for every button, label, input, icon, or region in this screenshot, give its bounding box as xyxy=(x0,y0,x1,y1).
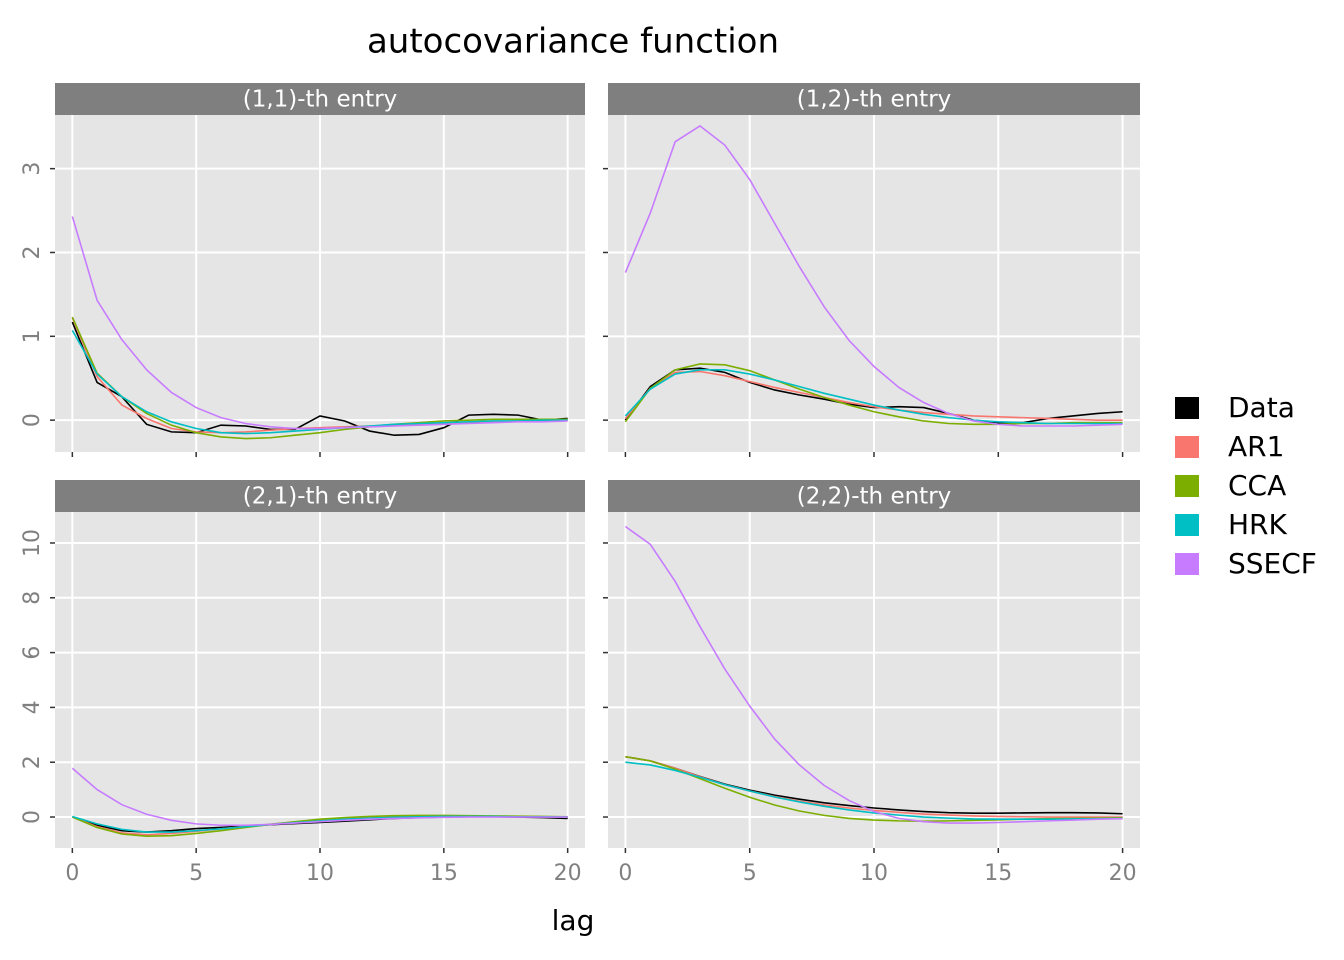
legend-key xyxy=(1175,514,1199,536)
series-line xyxy=(71,767,568,827)
series-line xyxy=(624,124,1123,427)
legend-key xyxy=(1175,475,1199,497)
y-tick-label: 8 xyxy=(20,591,45,605)
x-tick-label: 15 xyxy=(984,861,1012,886)
legend-label: SSECF xyxy=(1228,547,1317,580)
series-line xyxy=(624,525,1123,824)
series-line xyxy=(71,317,568,434)
series-line xyxy=(625,761,1123,821)
series-line xyxy=(71,316,568,440)
legend-key xyxy=(1175,397,1199,419)
legend-key xyxy=(1175,553,1199,575)
x-tick-label: 5 xyxy=(189,861,203,886)
x-tick-label: 10 xyxy=(860,861,888,886)
x-tick-label: 10 xyxy=(306,861,334,886)
x-tick-label: 0 xyxy=(618,861,632,886)
x-tick-label: 5 xyxy=(743,861,757,886)
y-tick-label: 4 xyxy=(20,700,45,714)
strip xyxy=(608,83,1140,115)
x-axis-label: lag xyxy=(552,904,595,937)
y-tick-label: 2 xyxy=(20,245,45,259)
y-tick-label: 10 xyxy=(20,529,45,557)
series-line xyxy=(71,321,568,437)
series-line xyxy=(624,369,1123,425)
y-tick-label: 6 xyxy=(20,646,45,660)
x-tick-label: 20 xyxy=(1109,861,1137,886)
legend-label: CCA xyxy=(1228,469,1286,502)
series-line xyxy=(71,216,568,430)
legend-key xyxy=(1175,436,1199,458)
y-tick-label: 1 xyxy=(20,329,45,343)
x-tick-label: 20 xyxy=(554,861,582,886)
strip xyxy=(55,83,585,115)
series-line xyxy=(71,330,568,435)
legend-label: Data xyxy=(1228,391,1295,424)
y-tick-label: 2 xyxy=(20,755,45,769)
x-tick-label: 15 xyxy=(430,861,458,886)
strip-title: (1,1)-th entry xyxy=(243,87,398,113)
strip-title: (2,2)-th entry xyxy=(797,484,952,510)
x-tick-label: 0 xyxy=(65,861,79,886)
y-tick-label: 0 xyxy=(20,810,45,824)
strip xyxy=(608,480,1140,512)
strip-title: (1,2)-th entry xyxy=(797,87,952,113)
series-line xyxy=(624,370,1123,421)
y-tick-label: 3 xyxy=(20,162,45,176)
legend-label: AR1 xyxy=(1228,430,1284,463)
strip xyxy=(55,480,585,512)
chart-title: autocovariance function xyxy=(367,22,779,62)
strip-title: (2,1)-th entry xyxy=(243,484,398,510)
y-tick-label: 0 xyxy=(20,413,45,427)
legend-label: HRK xyxy=(1228,508,1288,541)
